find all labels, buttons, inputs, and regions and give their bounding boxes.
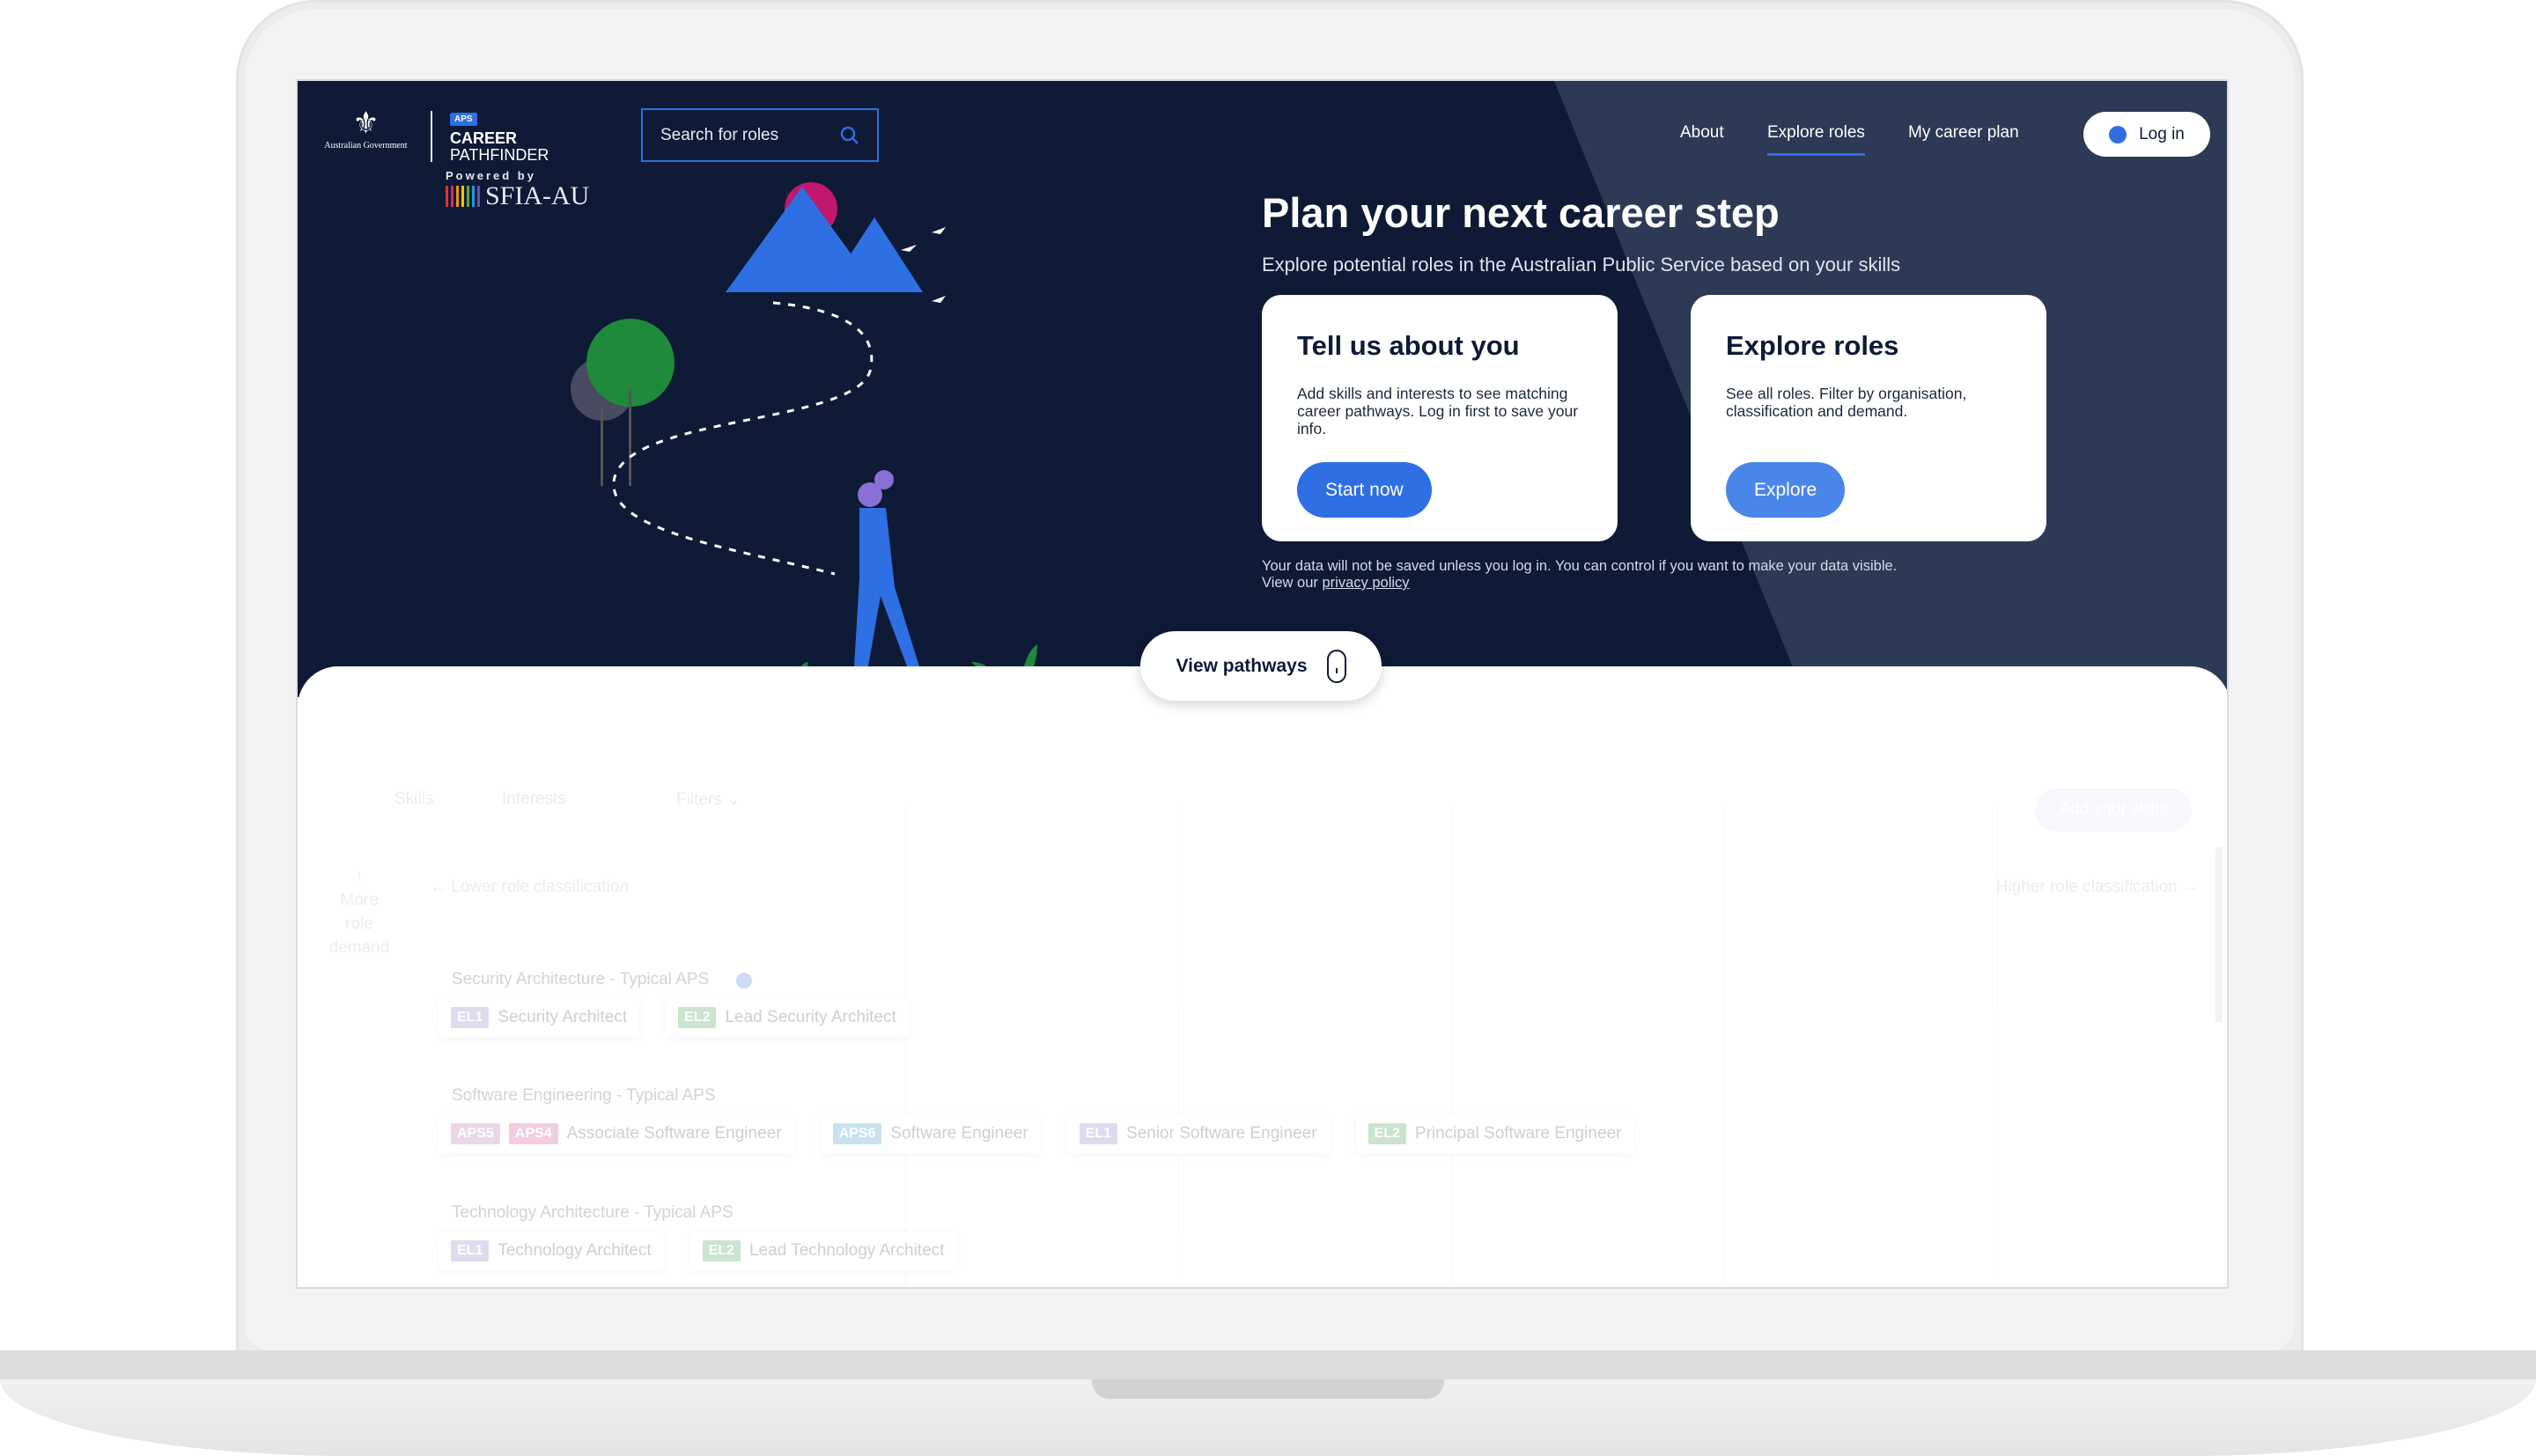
role-name: Associate Software Engineer bbox=[566, 1124, 782, 1143]
nav-about[interactable]: About bbox=[1680, 123, 1724, 142]
role-card[interactable]: EL1 Senior Software Engineer bbox=[1066, 1114, 1330, 1153]
role-group-title: Security Architecture - Typical APS bbox=[452, 970, 710, 989]
scroll-mouse-icon bbox=[1326, 649, 1346, 683]
role-card[interactable]: EL2 Lead Security Architect bbox=[666, 998, 909, 1037]
laptop-hinge bbox=[1092, 1379, 1444, 1399]
role-name: Lead Technology Architect bbox=[748, 1241, 945, 1260]
role-name: Security Architect bbox=[498, 1008, 628, 1026]
dashed-path bbox=[612, 301, 874, 576]
pathways-panel bbox=[298, 666, 2227, 1287]
search-input[interactable] bbox=[660, 125, 828, 145]
logo-divider bbox=[431, 111, 432, 162]
powered-by-label: Powered by bbox=[446, 169, 536, 182]
login-button[interactable]: Log in bbox=[2083, 112, 2210, 157]
search-box[interactable] bbox=[641, 108, 879, 162]
pathways-content: Skills Interests Filters ⌄ Add your skil… bbox=[298, 697, 2227, 1287]
role-name: Senior Software Engineer bbox=[1126, 1124, 1317, 1143]
info-dot-icon bbox=[736, 973, 752, 989]
search-icon[interactable] bbox=[840, 126, 859, 145]
person-figure bbox=[854, 508, 919, 666]
arrow-up-icon: ↑ bbox=[355, 867, 364, 886]
explore-roles-card: Explore roles See all roles. Filter by o… bbox=[1691, 295, 2046, 541]
laptop-base-top bbox=[0, 1350, 2536, 1382]
card-title: Explore roles bbox=[1726, 330, 1899, 361]
hero: ⚜ Australian Government APS CAREER PATHF… bbox=[298, 81, 2227, 697]
illustration bbox=[571, 182, 1037, 688]
mountain-icon bbox=[726, 187, 879, 292]
tell-us-card: Tell us about you Add skills and interes… bbox=[1262, 295, 1618, 541]
view-pathways-button[interactable]: View pathways bbox=[1140, 631, 1382, 701]
role-card[interactable]: EL2 Lead Technology Architect bbox=[689, 1232, 957, 1270]
role-name: Lead Security Architect bbox=[725, 1008, 896, 1026]
role-row: APS5 APS4 Associate Software Engineer APS6 S… bbox=[439, 1114, 1634, 1153]
classification-badge: EL2 bbox=[678, 1007, 717, 1028]
sfia-logo: SFIA-AU bbox=[446, 181, 589, 211]
role-card[interactable]: APS6 Software Engineer bbox=[820, 1114, 1041, 1153]
card-title: Tell us about you bbox=[1297, 330, 1520, 361]
classification-badge: APS4 bbox=[508, 1123, 558, 1144]
add-your-skills-button[interactable]: Add your skills bbox=[2035, 788, 2192, 832]
role-group-title: Software Engineering - Typical APS bbox=[452, 1086, 716, 1105]
card-text: See all roles. Filter by organisation, c… bbox=[1726, 385, 1967, 420]
screen: ⚜ Australian Government APS CAREER PATHF… bbox=[296, 79, 2229, 1289]
app-logo[interactable]: CAREER PATHFINDER bbox=[450, 129, 549, 164]
privacy-policy-link[interactable]: privacy policy bbox=[1322, 575, 1410, 591]
classification-badge: EL1 bbox=[451, 1007, 490, 1028]
axis-higher-label: Higher role classification → bbox=[1995, 878, 2199, 896]
role-row: EL1 Technology Architect EL2 Lead Technolog… bbox=[439, 1232, 957, 1270]
card-text: Add skills and interests to see matching… bbox=[1297, 385, 1579, 438]
classification-badge: EL2 bbox=[702, 1240, 741, 1261]
role-card[interactable]: EL1 Security Architect bbox=[439, 998, 640, 1037]
role-card[interactable]: EL1 Technology Architect bbox=[439, 1232, 664, 1270]
role-name: Technology Architect bbox=[498, 1241, 652, 1260]
classification-badge: APS6 bbox=[832, 1123, 882, 1144]
coat-of-arms-icon: ⚜ bbox=[352, 107, 380, 140]
scrollbar[interactable] bbox=[2215, 847, 2223, 1023]
classification-badge: APS5 bbox=[451, 1123, 500, 1144]
tab-interests[interactable]: Interests bbox=[502, 790, 566, 808]
role-row: EL1 Security Architect EL2 Lead Security Ar… bbox=[439, 998, 909, 1037]
user-dot-icon bbox=[2109, 125, 2127, 143]
sfia-stripes-icon bbox=[446, 186, 480, 207]
role-name: Software Engineer bbox=[890, 1124, 1028, 1143]
explore-button[interactable]: Explore bbox=[1726, 462, 1846, 518]
role-name: Principal Software Engineer bbox=[1414, 1124, 1622, 1143]
page-title: Plan your next career step bbox=[1262, 189, 1780, 236]
role-card[interactable]: EL2 Principal Software Engineer bbox=[1355, 1114, 1634, 1153]
australian-government-logo: ⚜ Australian Government bbox=[324, 107, 408, 151]
axis-lower-label: ← Lower role classification bbox=[430, 878, 629, 896]
tab-skills[interactable]: Skills bbox=[394, 790, 434, 808]
filters-dropdown[interactable]: Filters ⌄ bbox=[676, 791, 741, 809]
role-card[interactable]: APS5 APS4 Associate Software Engineer bbox=[439, 1114, 794, 1153]
start-now-button[interactable]: Start now bbox=[1297, 462, 1432, 518]
nav-my-career-plan[interactable]: My career plan bbox=[1908, 123, 2019, 142]
aps-badge: APS bbox=[450, 113, 477, 126]
axis-demand-label: ↑ More role demand bbox=[324, 864, 394, 960]
classification-badge: EL2 bbox=[1368, 1123, 1406, 1144]
page-subtitle: Explore potential roles in the Australia… bbox=[1262, 254, 1901, 276]
data-privacy-note: Your data will not be saved unless you l… bbox=[1262, 558, 1898, 591]
classification-badge: EL1 bbox=[451, 1240, 490, 1261]
nav-explore-roles[interactable]: Explore roles bbox=[1767, 123, 1865, 156]
tree-icon bbox=[586, 319, 675, 407]
role-group-title: Technology Architecture - Typical APS bbox=[452, 1203, 734, 1222]
chevron-down-icon: ⌄ bbox=[726, 791, 741, 809]
classification-badge: EL1 bbox=[1079, 1123, 1118, 1144]
